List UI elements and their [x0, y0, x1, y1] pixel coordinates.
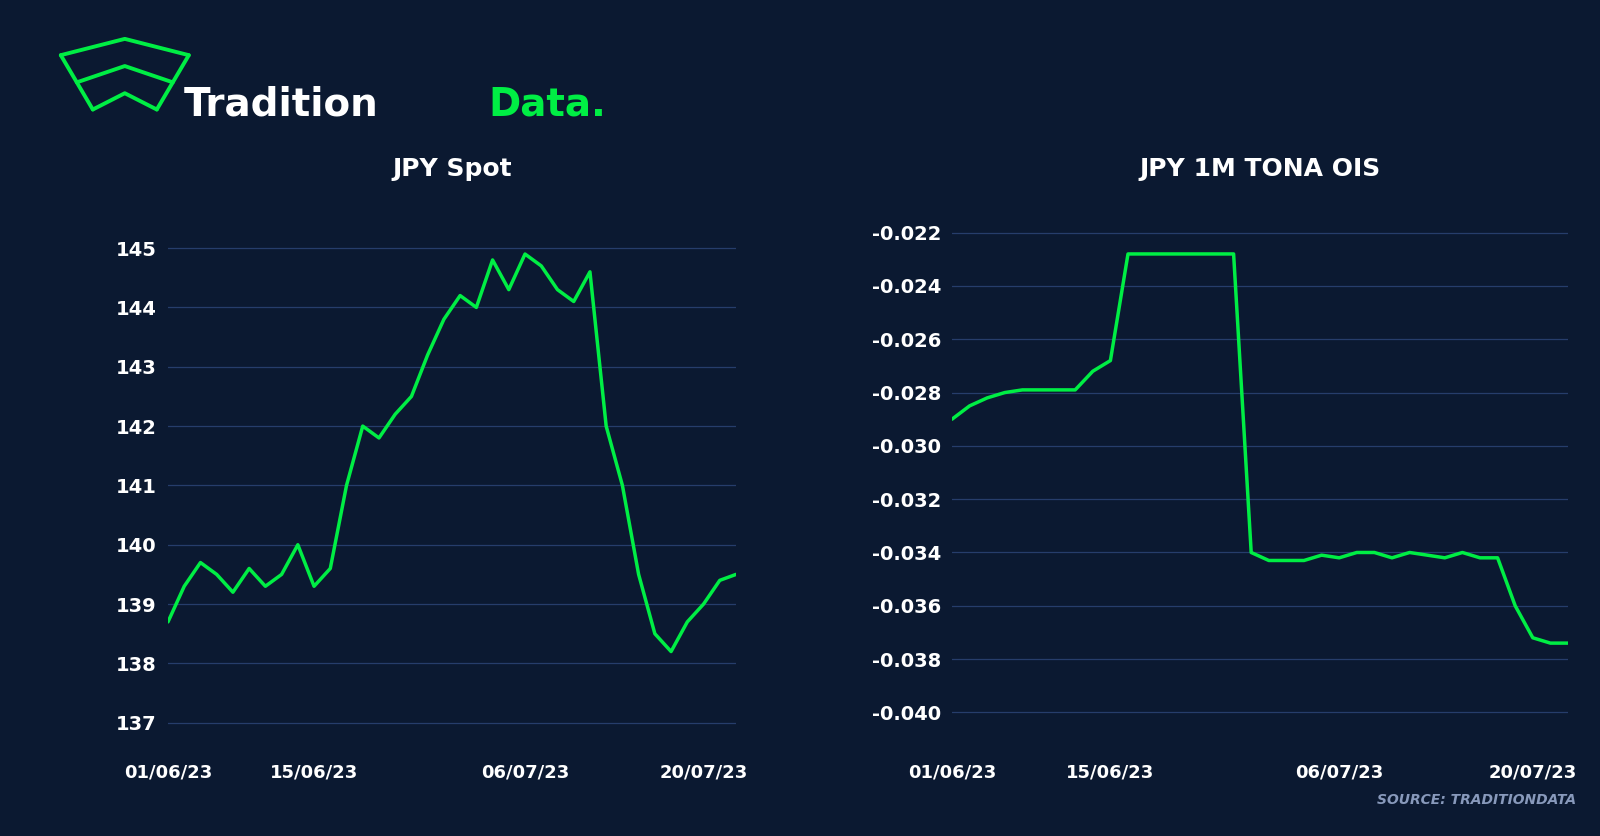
Text: Data.: Data. — [488, 85, 606, 124]
Title: JPY Spot: JPY Spot — [392, 156, 512, 181]
Text: Tradition: Tradition — [184, 85, 379, 124]
Title: JPY 1M TONA OIS: JPY 1M TONA OIS — [1139, 156, 1381, 181]
Text: SOURCE: TRADITIONDATA: SOURCE: TRADITIONDATA — [1378, 793, 1576, 807]
